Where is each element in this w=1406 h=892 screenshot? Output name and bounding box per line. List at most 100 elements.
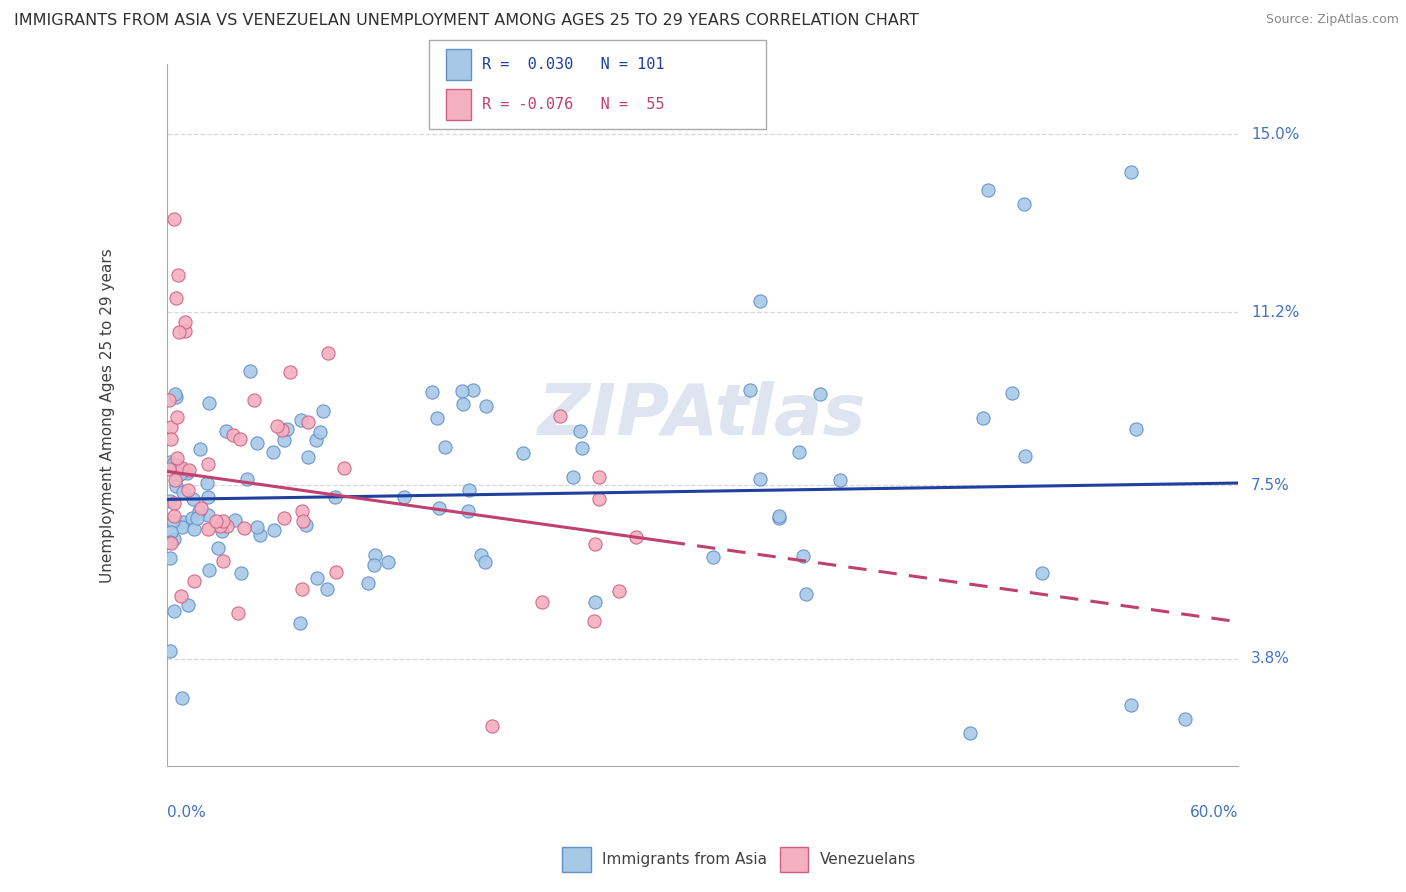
- Point: [169, 467, 191, 481]
- Point: [170, 461, 193, 475]
- Point: [233, 521, 256, 535]
- Point: [159, 432, 181, 446]
- Point: [420, 385, 443, 400]
- Point: [325, 490, 347, 504]
- Point: [177, 463, 200, 477]
- Text: 11.2%: 11.2%: [1251, 305, 1299, 319]
- Point: [808, 386, 831, 401]
- Text: Immigrants from Asia: Immigrants from Asia: [602, 853, 766, 867]
- Point: [481, 719, 503, 733]
- Point: [273, 433, 295, 447]
- Point: [588, 491, 610, 506]
- Point: [357, 575, 380, 590]
- Point: [276, 422, 298, 436]
- Point: [308, 425, 330, 439]
- Point: [177, 483, 200, 497]
- Point: [165, 479, 187, 493]
- Point: [768, 511, 790, 525]
- Point: [181, 491, 204, 506]
- Point: [167, 326, 190, 340]
- Point: [163, 508, 186, 523]
- Point: [159, 551, 181, 566]
- Point: [207, 541, 229, 555]
- Point: [749, 471, 772, 485]
- Point: [197, 508, 219, 522]
- Point: [212, 515, 235, 529]
- Point: [470, 549, 492, 563]
- Point: [607, 584, 630, 599]
- Point: [434, 440, 457, 454]
- Point: [461, 383, 484, 397]
- Point: [211, 524, 233, 538]
- Text: Unemployment Among Ages 25 to 29 years: Unemployment Among Ages 25 to 29 years: [100, 248, 115, 582]
- Point: [291, 504, 314, 518]
- Point: [238, 363, 260, 377]
- Point: [290, 412, 312, 426]
- Point: [295, 518, 318, 533]
- Point: [186, 511, 208, 525]
- Text: ZIPAtlas: ZIPAtlas: [538, 381, 866, 450]
- Point: [787, 444, 810, 458]
- Point: [205, 514, 228, 528]
- Point: [243, 392, 266, 407]
- Point: [291, 582, 314, 596]
- Point: [475, 399, 498, 413]
- Point: [174, 315, 197, 329]
- Point: [426, 410, 449, 425]
- Point: [157, 461, 180, 475]
- Text: Venezuelans: Venezuelans: [820, 853, 915, 867]
- Point: [474, 555, 496, 569]
- Text: R =  0.030   N = 101: R = 0.030 N = 101: [482, 57, 665, 72]
- Point: [163, 211, 186, 226]
- Point: [457, 483, 479, 497]
- Point: [177, 599, 200, 613]
- Point: [263, 523, 285, 537]
- Point: [1174, 713, 1197, 727]
- Point: [163, 533, 186, 547]
- Point: [297, 415, 319, 429]
- Point: [512, 446, 534, 460]
- Point: [583, 537, 606, 551]
- Point: [568, 424, 591, 438]
- Point: [1119, 698, 1142, 713]
- Point: [197, 562, 219, 576]
- Point: [610, 788, 633, 802]
- Point: [197, 491, 219, 505]
- Point: [172, 520, 194, 534]
- Point: [530, 595, 553, 609]
- Point: [224, 513, 246, 527]
- Text: IMMIGRANTS FROM ASIA VS VENEZUELAN UNEMPLOYMENT AMONG AGES 25 TO 29 YEARS CORREL: IMMIGRANTS FROM ASIA VS VENEZUELAN UNEMP…: [14, 13, 918, 29]
- Point: [451, 397, 474, 411]
- Point: [333, 461, 356, 475]
- Point: [160, 420, 183, 434]
- Point: [166, 409, 188, 424]
- Point: [363, 558, 385, 573]
- Point: [163, 473, 186, 487]
- Point: [229, 566, 252, 580]
- Point: [195, 475, 218, 490]
- Point: [217, 519, 239, 533]
- Point: [1012, 197, 1035, 211]
- Point: [222, 428, 245, 442]
- Point: [273, 511, 295, 525]
- Point: [550, 409, 572, 423]
- Point: [291, 514, 314, 528]
- Point: [457, 504, 479, 518]
- Point: [316, 346, 339, 360]
- Point: [235, 472, 257, 486]
- Point: [959, 726, 981, 740]
- Point: [288, 615, 311, 630]
- Point: [582, 614, 605, 628]
- Point: [159, 535, 181, 549]
- Point: [160, 524, 183, 539]
- Point: [181, 511, 204, 525]
- Point: [173, 324, 195, 338]
- Point: [972, 411, 994, 425]
- Point: [583, 595, 606, 609]
- Point: [188, 442, 211, 456]
- Point: [262, 444, 284, 458]
- Point: [211, 554, 233, 568]
- Point: [249, 528, 271, 542]
- Point: [427, 500, 450, 515]
- Point: [188, 504, 211, 518]
